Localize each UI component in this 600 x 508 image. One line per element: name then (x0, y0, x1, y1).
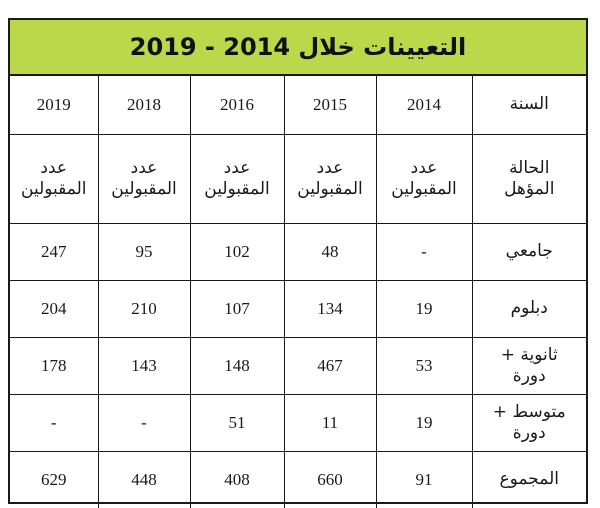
year-cell-2018: 2018 (97, 76, 190, 135)
accepted-count-header: عدد المقبولين (189, 134, 284, 224)
table-cell: 629 (41, 470, 67, 489)
row-label: المجموع (471, 451, 586, 508)
status-qualification-cell: الحالة المؤهل (471, 134, 586, 224)
table-cell: - (10, 394, 98, 452)
table-cell: 247 (10, 223, 98, 281)
table-cell: 143 (97, 337, 190, 395)
table-row-intermediate-course: متوسط + دورة 19 11 51 - - (10, 394, 586, 452)
appointments-table-frame: التعيينات خلال 2014 - 2019 السنة 2014 20… (8, 18, 588, 508)
accepted-count-header: عدد المقبولين (375, 134, 472, 224)
row-label: دبلوم (471, 280, 586, 338)
row-label: ثانوية + دورة (471, 337, 586, 395)
accepted-count-header: عدد المقبولين (283, 134, 376, 224)
table-cell: 102 (189, 223, 284, 281)
year-cell-2019: 2019 (10, 76, 98, 135)
year-cell-2014: 2014 (375, 76, 472, 135)
table-cell: - (97, 394, 190, 452)
accepted-count-header: عدد المقبولين (97, 134, 190, 224)
table-cell: 107 (189, 280, 284, 338)
appointments-table: السنة 2014 2015 2016 2018 2019 الحالة ال… (10, 76, 586, 508)
year-cell-2016: 2016 (189, 76, 284, 135)
table-row-total: المجموع 91 660 408 448 629 (10, 451, 586, 508)
accepted-count-header: عدد المقبولين (10, 134, 98, 224)
table-cell: 19 (375, 280, 472, 338)
year-cell-2015: 2015 (283, 76, 376, 135)
table-cell: 467 (283, 337, 376, 395)
table-cell: 210 (97, 280, 190, 338)
table-cell: 178 (10, 337, 98, 395)
subheader-row: الحالة المؤهل عدد المقبولين عدد المقبولي… (10, 134, 586, 224)
table-cell: 53 (375, 337, 472, 395)
table-title-bar: التعيينات خلال 2014 - 2019 (10, 20, 586, 76)
table-cell: 91 (375, 451, 472, 508)
table-row-secondary-course: ثانوية + دورة 53 467 148 143 178 (10, 337, 586, 395)
table-cell: 448 (97, 451, 190, 508)
table-row-diploma: دبلوم 19 134 107 210 204 (10, 280, 586, 338)
table-cell: 51 (189, 394, 284, 452)
table-cell: 11 (283, 394, 376, 452)
table-cell: 48 (283, 223, 376, 281)
table-cell: 660 (283, 451, 376, 508)
year-header-row: السنة 2014 2015 2016 2018 2019 (10, 76, 586, 135)
year-label-cell: السنة (471, 76, 586, 135)
table-cell: 134 (283, 280, 376, 338)
table-row-university: جامعي - 48 102 95 247 (10, 223, 586, 281)
table-cell: 408 (189, 451, 284, 508)
row-label: متوسط + دورة (471, 394, 586, 452)
row-label: جامعي (471, 223, 586, 281)
table-cell: 204 (10, 280, 98, 338)
table-cell: 19 (375, 394, 472, 452)
table-cell: 95 (97, 223, 190, 281)
table-cell: - (375, 223, 472, 281)
table-title: التعيينات خلال 2014 - 2019 (129, 33, 467, 61)
table-cell: 148 (189, 337, 284, 395)
